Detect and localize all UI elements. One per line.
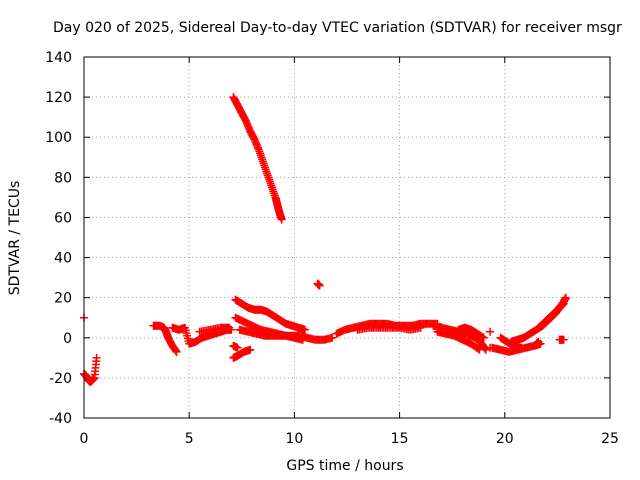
- data-point: [262, 167, 271, 176]
- data-points: [80, 93, 570, 386]
- data-point: [258, 155, 267, 164]
- chart-title: Day 020 of 2025, Sidereal Day-to-day VTE…: [53, 20, 622, 36]
- data-point: [299, 325, 308, 334]
- data-point: [534, 338, 543, 347]
- x-tick-label: 20: [496, 431, 514, 447]
- data-point: [472, 343, 481, 352]
- data-point: [474, 344, 483, 353]
- y-tick-label: 0: [63, 331, 72, 347]
- series-cluster-e: [488, 293, 570, 356]
- data-point: [266, 179, 275, 188]
- y-tick-label: 80: [54, 170, 72, 186]
- data-point: [414, 324, 423, 333]
- x-tick-label: 25: [601, 431, 619, 447]
- y-tick-label: 60: [54, 210, 72, 226]
- data-point: [516, 343, 525, 352]
- plot-frame: [83, 56, 611, 419]
- data-point: [171, 346, 180, 355]
- data-point: [245, 346, 254, 355]
- tick-layer: 0 5 10 15 20 25 -40 -20 0 20 40 60 80 100 120 140: [45, 50, 619, 447]
- data-point: [92, 357, 101, 366]
- series-early-dip: [80, 313, 101, 386]
- data-point: [232, 343, 241, 352]
- series-cluster-a: [149, 321, 236, 356]
- x-tick-label: 15: [391, 431, 409, 447]
- series-cluster-d: [429, 321, 490, 354]
- series-high-arc: [229, 93, 286, 224]
- data-point: [326, 334, 335, 343]
- data-point: [481, 344, 490, 353]
- data-point: [223, 323, 232, 332]
- data-point: [478, 333, 487, 342]
- y-tick-label: 120: [45, 90, 72, 106]
- data-point: [559, 335, 568, 344]
- x-tick-label: 0: [80, 431, 89, 447]
- y-tick-label: -20: [49, 371, 72, 387]
- x-tick-label: 10: [285, 431, 303, 447]
- y-tick-label: -40: [49, 411, 72, 427]
- data-point: [253, 143, 262, 152]
- series-cluster-b: [229, 295, 337, 362]
- data-point: [315, 281, 324, 290]
- y-axis-label: SDTVAR / TECUs: [7, 181, 23, 296]
- x-tick-label: 5: [185, 431, 194, 447]
- data-point: [486, 327, 495, 336]
- x-axis-label: GPS time / hours: [286, 458, 403, 474]
- y-tick-label: 20: [54, 291, 72, 307]
- y-tick-label: 140: [45, 50, 72, 66]
- grid-layer: [84, 57, 610, 418]
- data-point: [277, 214, 286, 223]
- y-tick-label: 40: [54, 251, 72, 267]
- y-tick-label: 100: [45, 130, 72, 146]
- data-point: [561, 294, 570, 303]
- series-cluster-c: [332, 319, 442, 338]
